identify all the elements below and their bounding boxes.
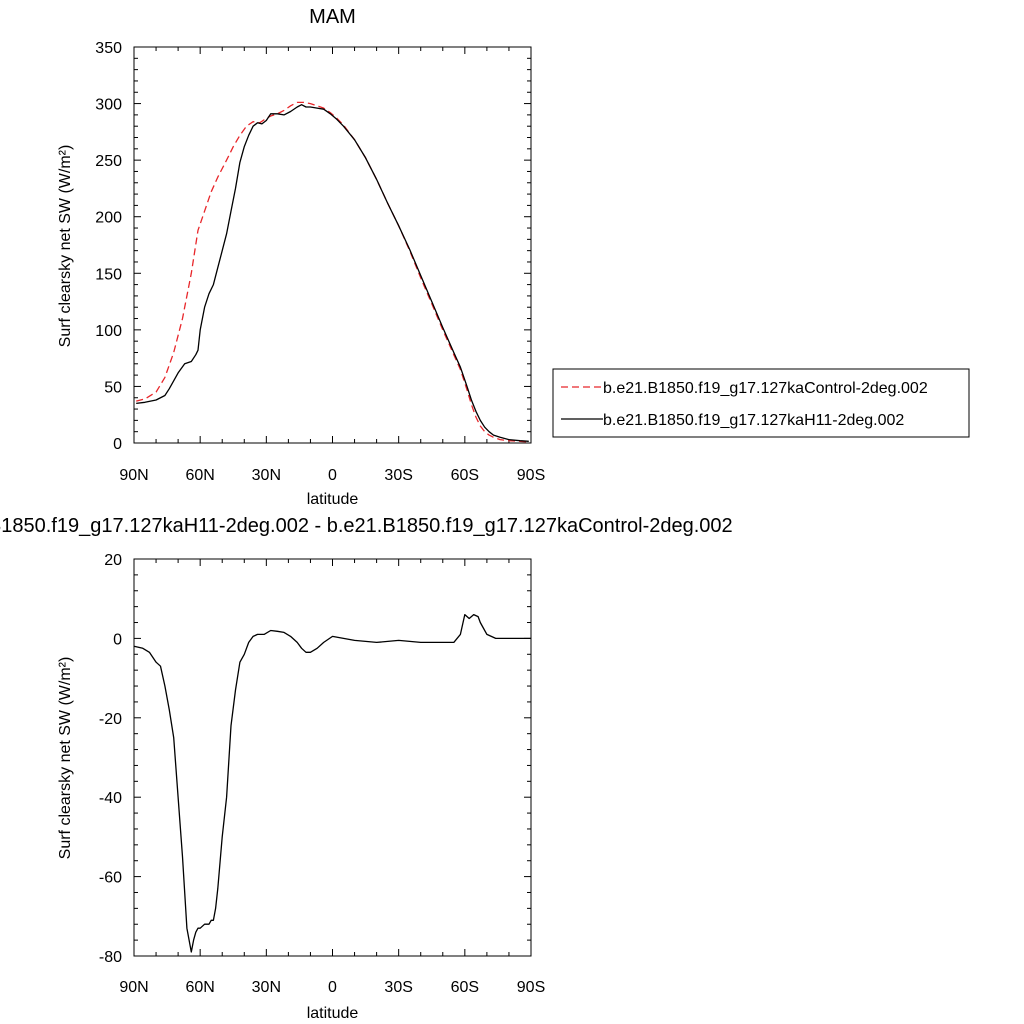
x-tick-label: 30S xyxy=(384,979,412,996)
x-tick-label: 90N xyxy=(119,979,148,996)
panel-top: MAM Surf clearsky net SW (W/m²) latitude… xyxy=(57,6,970,508)
x-tick-label: 60N xyxy=(185,467,214,484)
series-line-0 xyxy=(133,613,531,953)
series-line-0 xyxy=(136,101,529,443)
legend-box xyxy=(552,368,970,438)
y-tick-label: 100 xyxy=(95,323,122,340)
legend-label-control: b.e21.B1850.f19_g17.127kaControl-2deg.00… xyxy=(603,380,928,397)
plot-frame xyxy=(133,46,532,444)
tick-group: 90N 60N 30N 0 30S 60S 90S -80 -60 -40 -20 0 20 xyxy=(99,552,545,996)
legend: b.e21.B1850.f19_g17.127kaControl-2deg.00… xyxy=(552,368,970,438)
plot-frame xyxy=(133,558,532,957)
panel-bottom: b.e21.B1850.f19_g17.127kaH11-2deg.002 - … xyxy=(0,515,733,1022)
series-group xyxy=(133,613,531,953)
y-tick-label: 150 xyxy=(95,266,122,283)
x-tick-label: 0 xyxy=(328,979,337,996)
y-tick-label: 350 xyxy=(95,40,122,57)
x-tick-label: 60S xyxy=(451,467,479,484)
y-axis-label: Surf clearsky net SW (W/m²) xyxy=(57,145,74,348)
chart-title: MAM xyxy=(309,6,356,28)
chart-title: b.e21.B1850.f19_g17.127kaH11-2deg.002 - … xyxy=(0,515,733,537)
x-tick-label: 90N xyxy=(119,467,148,484)
x-tick-label: 90S xyxy=(517,467,545,484)
y-tick-label: 200 xyxy=(95,210,122,227)
x-tick-label: 30N xyxy=(252,467,281,484)
y-tick-label: 250 xyxy=(95,153,122,170)
y-tick-label: 20 xyxy=(104,552,122,569)
y-tick-label: -80 xyxy=(99,949,122,966)
series-line-1 xyxy=(136,104,529,442)
tick-group: 90N 60N 30N 0 30S 60S 90S 0 50 100 150 200 250 300 350 xyxy=(95,40,545,484)
legend-label-h11: b.e21.B1850.f19_g17.127kaH11-2deg.002 xyxy=(603,412,904,429)
x-tick-label: 0 xyxy=(328,467,337,484)
x-axis-label: latitude xyxy=(307,491,359,508)
y-tick-label: -40 xyxy=(99,790,122,807)
y-tick-label: -20 xyxy=(99,711,122,728)
x-tick-label: 30S xyxy=(384,467,412,484)
x-axis-label: latitude xyxy=(307,1005,359,1022)
y-tick-label: -60 xyxy=(99,870,122,887)
y-tick-label: 0 xyxy=(113,436,122,453)
series-group xyxy=(136,101,529,443)
y-axis-label: Surf clearsky net SW (W/m²) xyxy=(57,657,74,860)
y-tick-label: 300 xyxy=(95,97,122,114)
x-tick-label: 60S xyxy=(451,979,479,996)
x-tick-label: 30N xyxy=(252,979,281,996)
y-tick-label: 50 xyxy=(104,379,122,396)
x-tick-label: 90S xyxy=(517,979,545,996)
x-tick-label: 60N xyxy=(185,979,214,996)
y-tick-label: 0 xyxy=(113,631,122,648)
